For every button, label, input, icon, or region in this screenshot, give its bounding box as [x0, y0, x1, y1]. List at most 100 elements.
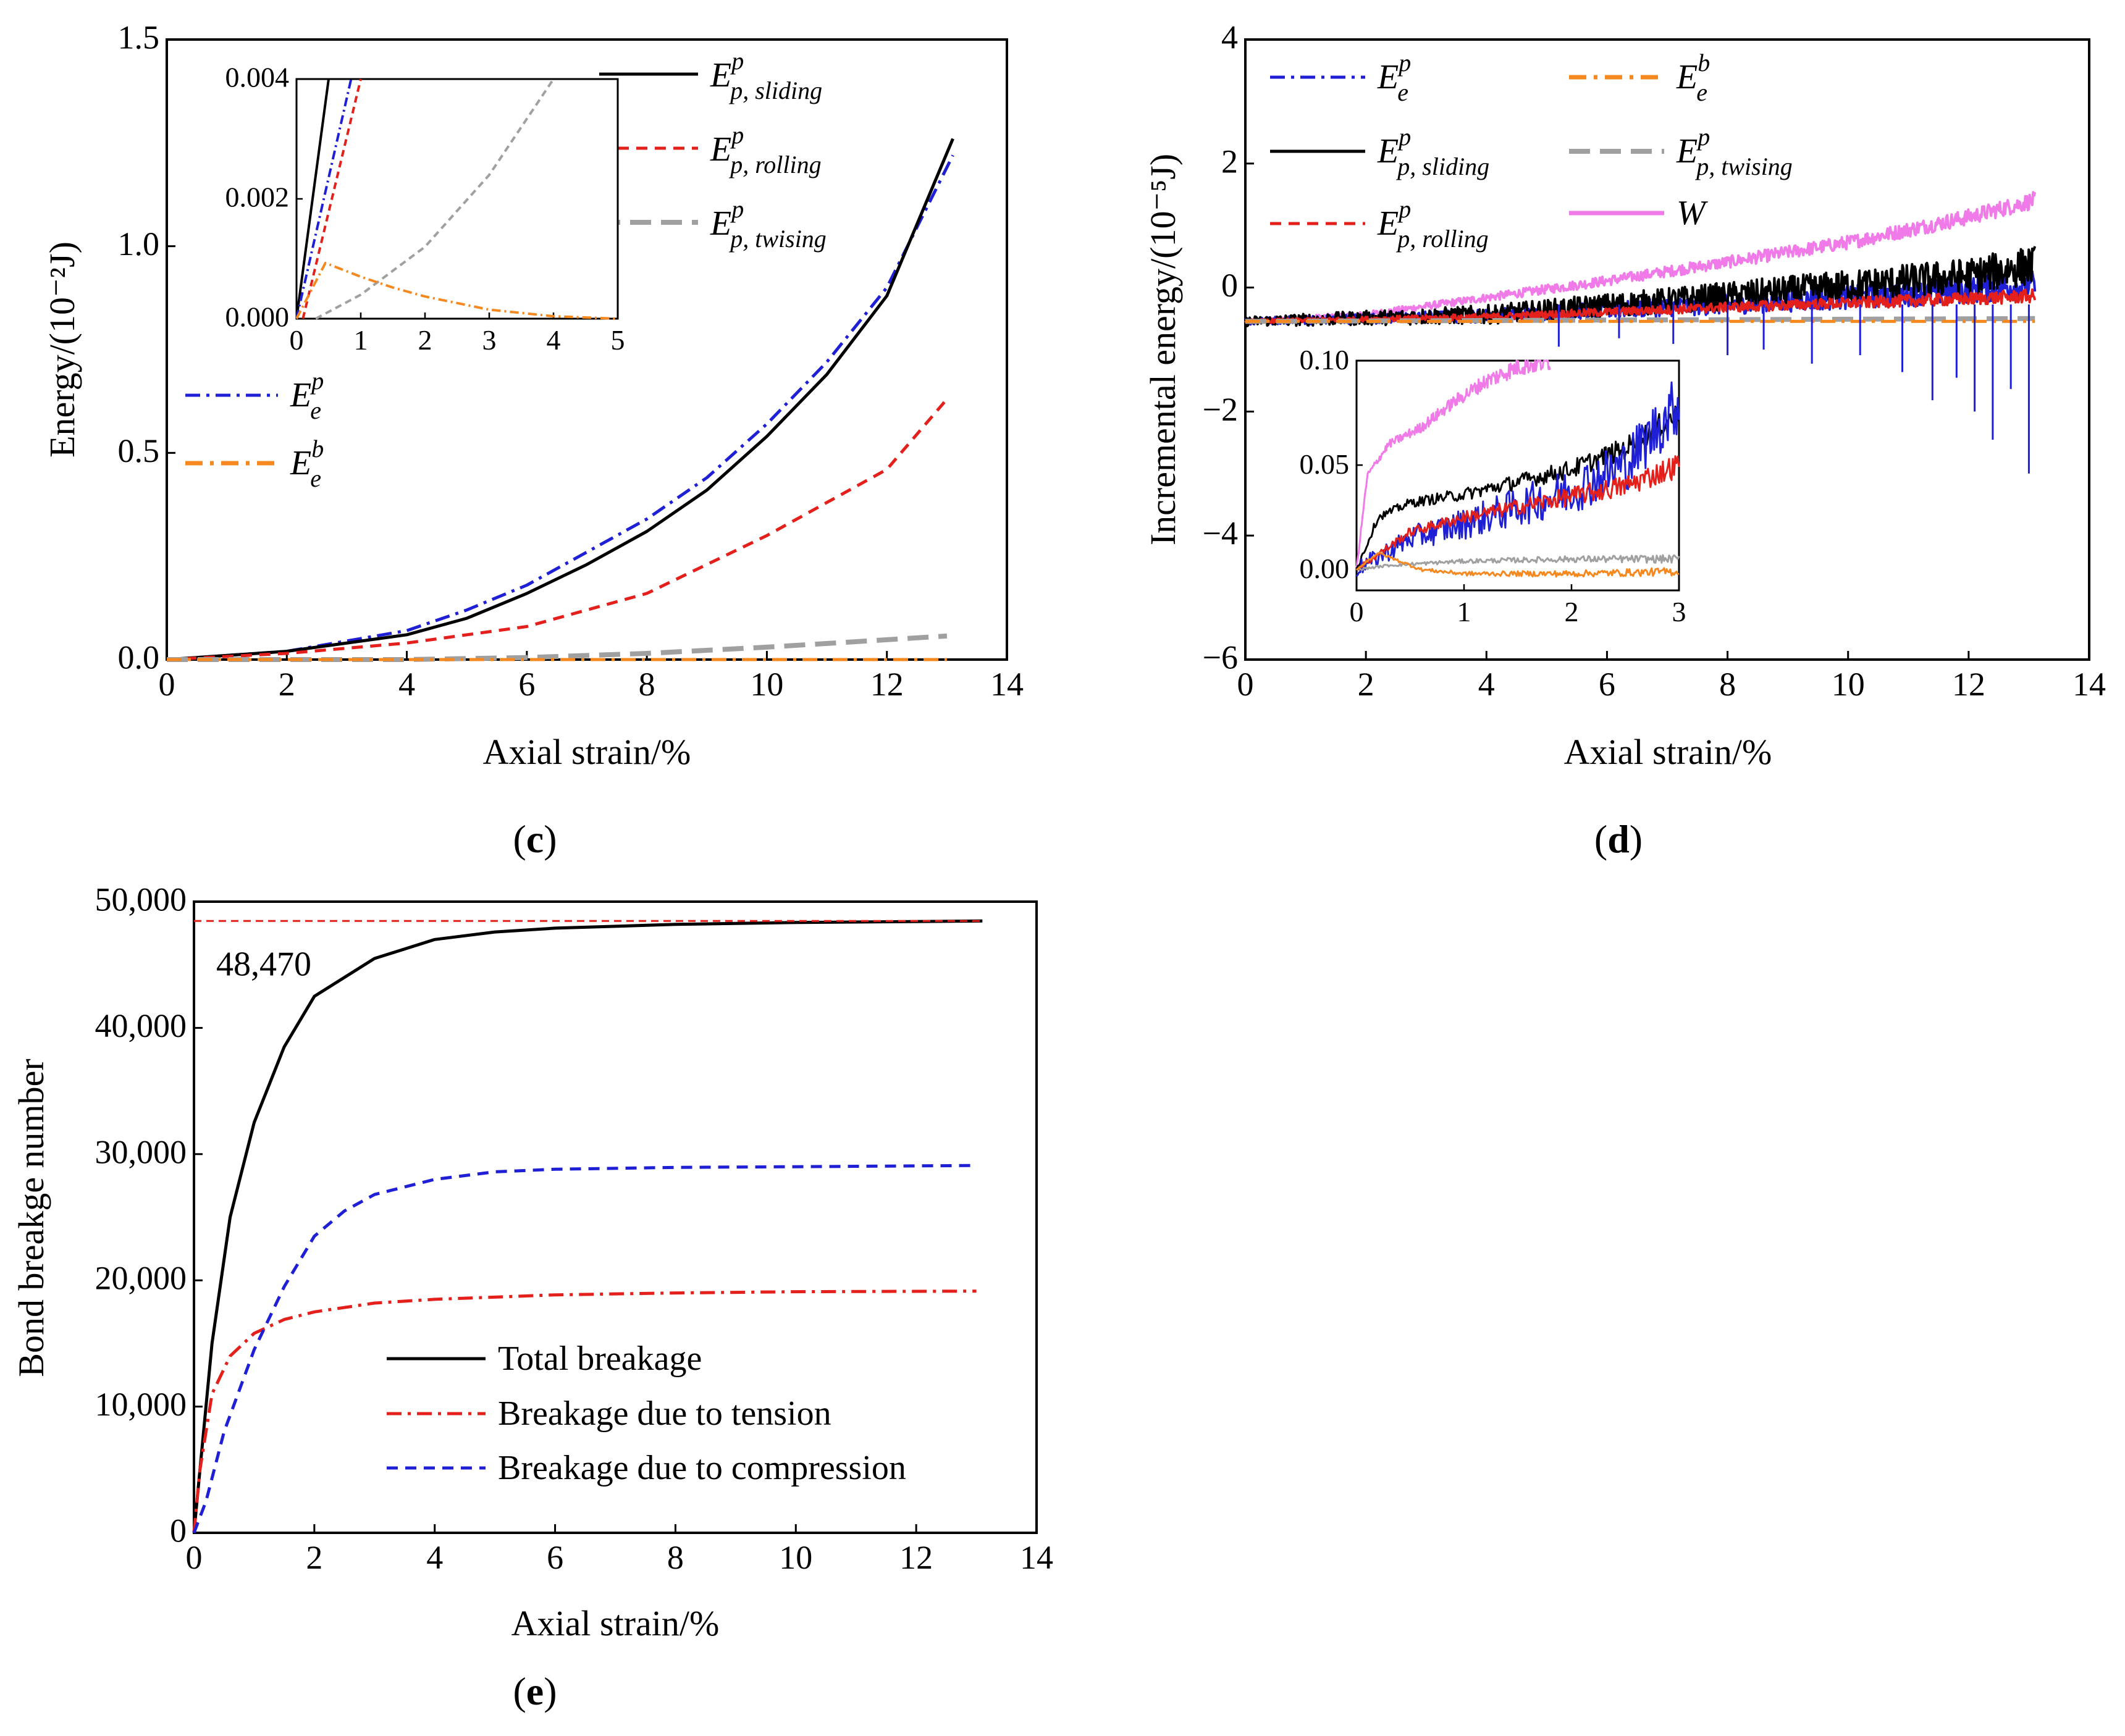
series-line — [1244, 191, 2037, 324]
legend-item-c-twising: Ep p, twising — [599, 195, 827, 253]
legend-sub: p, twising — [728, 225, 827, 253]
legend-sub: p, sliding — [728, 77, 822, 104]
plot-area-d — [1244, 38, 2090, 661]
panel-letter-e: e — [526, 1669, 544, 1713]
legend-sub: p, twising — [1694, 153, 1793, 180]
series-line — [192, 1289, 977, 1533]
x-tick-label: 0 — [159, 666, 175, 703]
x-tick-label: 8 — [1719, 666, 1736, 703]
y-axis-ticks-d: −6 −4 −2 0 2 4 — [1203, 19, 1254, 676]
x-axis-ticks-e: 0 2 4 6 8 10 12 14 — [186, 1524, 1053, 1576]
inset-series-line — [295, 78, 330, 319]
y-tick-label: 0 — [1221, 267, 1238, 304]
legend-main: E — [290, 444, 311, 482]
svg-text:Epp, sliding: Ep p, sliding — [1377, 123, 1489, 180]
svg-text:Epp, rolling: Ep p, rolling — [1377, 195, 1489, 253]
svg-text:Ebe: Eb e — [290, 435, 324, 492]
x-tick-label: 14 — [2072, 666, 2106, 703]
x-tick-label: 4 — [1478, 666, 1495, 703]
y-tick-label: −2 — [1203, 391, 1238, 428]
x-axis-ticks-c: 0 2 4 6 8 10 12 14 — [159, 651, 1024, 703]
legend-main: E — [710, 204, 731, 243]
panel-e: 0 2 4 6 8 10 12 14 0 10,000 20,000 30,000 40,000 50,… — [11, 881, 1053, 1714]
y-tick-label: 0.10 — [1300, 344, 1350, 375]
x-axis-label-e: Axial strain/% — [511, 1603, 720, 1643]
annotation-48470: 48,470 — [216, 945, 311, 983]
panel-label-c: (c) — [513, 817, 557, 861]
svg-text:Epp, sliding: Ep p, sliding — [710, 47, 822, 104]
legend-main: E — [1377, 204, 1399, 243]
legend-sup: p — [1696, 123, 1710, 151]
y-tick-label: 1.0 — [118, 225, 160, 262]
legend-sub: p, sliding — [1395, 153, 1489, 180]
x-tick-label: 3 — [1672, 596, 1686, 627]
series-group-c — [166, 138, 954, 662]
y-tick-label: 10,000 — [95, 1386, 187, 1423]
y-tick-label: 50,000 — [95, 881, 187, 918]
inset-x-ticks-d: 0 1 2 3 — [1350, 584, 1686, 627]
x-tick-label: 14 — [990, 666, 1024, 703]
x-tick-label: 12 — [1952, 666, 1985, 703]
legend-sup: p — [1397, 195, 1411, 223]
inset-series-line — [1356, 455, 1680, 571]
y-tick-label: 0.5 — [118, 432, 160, 469]
series-group-e — [192, 919, 983, 1533]
legend-item-c-ee-p: Ep e — [185, 367, 324, 424]
y-tick-label: −4 — [1203, 515, 1238, 552]
legend-item-e-tension: Breakage due to tension — [387, 1394, 831, 1433]
y-axis-ticks-c: 0.0 0.5 1.0 1.5 — [118, 19, 175, 676]
legend-c-left: Ep e Eb e — [185, 367, 324, 492]
x-axis-label-d: Axial strain/% — [1564, 732, 1772, 772]
x-tick-label: 10 — [1832, 666, 1865, 703]
y-tick-label: −6 — [1203, 639, 1238, 676]
inset-series-line — [315, 78, 555, 320]
y-tick-label: 0.05 — [1300, 448, 1350, 480]
y-tick-label: 30,000 — [95, 1133, 187, 1170]
x-tick-label: 1 — [1457, 596, 1471, 627]
legend-item-c-sliding: Ep p, sliding — [599, 47, 822, 104]
legend-sub: e — [1397, 78, 1408, 106]
inset-series-line — [295, 78, 353, 319]
series-line — [166, 154, 954, 661]
legend-item-d-twising: Ep p, twising — [1569, 123, 1793, 180]
legend-item-c-ee-b: Eb e — [185, 435, 324, 492]
x-tick-label: 12 — [870, 666, 904, 703]
legend-sup: p — [730, 195, 744, 223]
x-axis-ticks-d: 0 2 4 6 8 10 12 14 — [1237, 651, 2106, 703]
legend-item-d-w: W — [1569, 194, 1708, 232]
panel-c: 0 2 4 6 8 10 12 14 0.00.51.01.5 Axial strain/% … — [42, 19, 1024, 862]
legend-sub: p, rolling — [728, 151, 821, 178]
x-tick-label: 2 — [306, 1539, 322, 1576]
series-group-d — [1244, 191, 2037, 474]
series-line — [167, 633, 948, 662]
legend-item-d-rolling: Ep p, rolling — [1270, 195, 1489, 253]
legend-sub: e — [310, 464, 321, 492]
x-tick-label: 4 — [547, 324, 561, 356]
y-axis-ticks-e: 0 10,000 20,000 30,000 40,000 50,000 — [95, 881, 203, 1549]
legend-main: E — [1377, 132, 1399, 170]
legend-sup: p — [730, 121, 744, 149]
x-tick-label: 2 — [1565, 596, 1579, 627]
panel-label-d: (d) — [1594, 817, 1643, 861]
x-tick-label: 5 — [611, 324, 625, 356]
y-tick-label: 20,000 — [95, 1260, 187, 1297]
y-tick-label: 0 — [170, 1512, 187, 1549]
y-tick-label: 40,000 — [95, 1007, 187, 1044]
x-tick-label: 6 — [547, 1539, 563, 1576]
legend-sup: p — [1397, 49, 1411, 77]
y-tick-label: 0.00 — [1300, 553, 1350, 584]
inset-series-line — [1356, 551, 1680, 578]
legend-d: Ep e Ep p, sliding Ep p, rolling Eb e Ep p, t… — [1270, 49, 1793, 253]
plot-area-c — [166, 38, 1008, 661]
svg-text:Epp, twising: Ep p, twising — [710, 195, 827, 253]
legend-sub: p, rolling — [1395, 225, 1488, 253]
inset-series-line — [1355, 359, 1551, 568]
inset-plot-area-c — [295, 78, 619, 320]
panel-letter-d: d — [1607, 817, 1630, 861]
series-line — [192, 1164, 977, 1533]
legend-item-d-ee-b: Eb e — [1569, 49, 1710, 106]
legend-sup: p — [309, 367, 324, 395]
legend-sup: p — [730, 47, 744, 75]
legend-label-total: Total breakage — [498, 1340, 702, 1378]
